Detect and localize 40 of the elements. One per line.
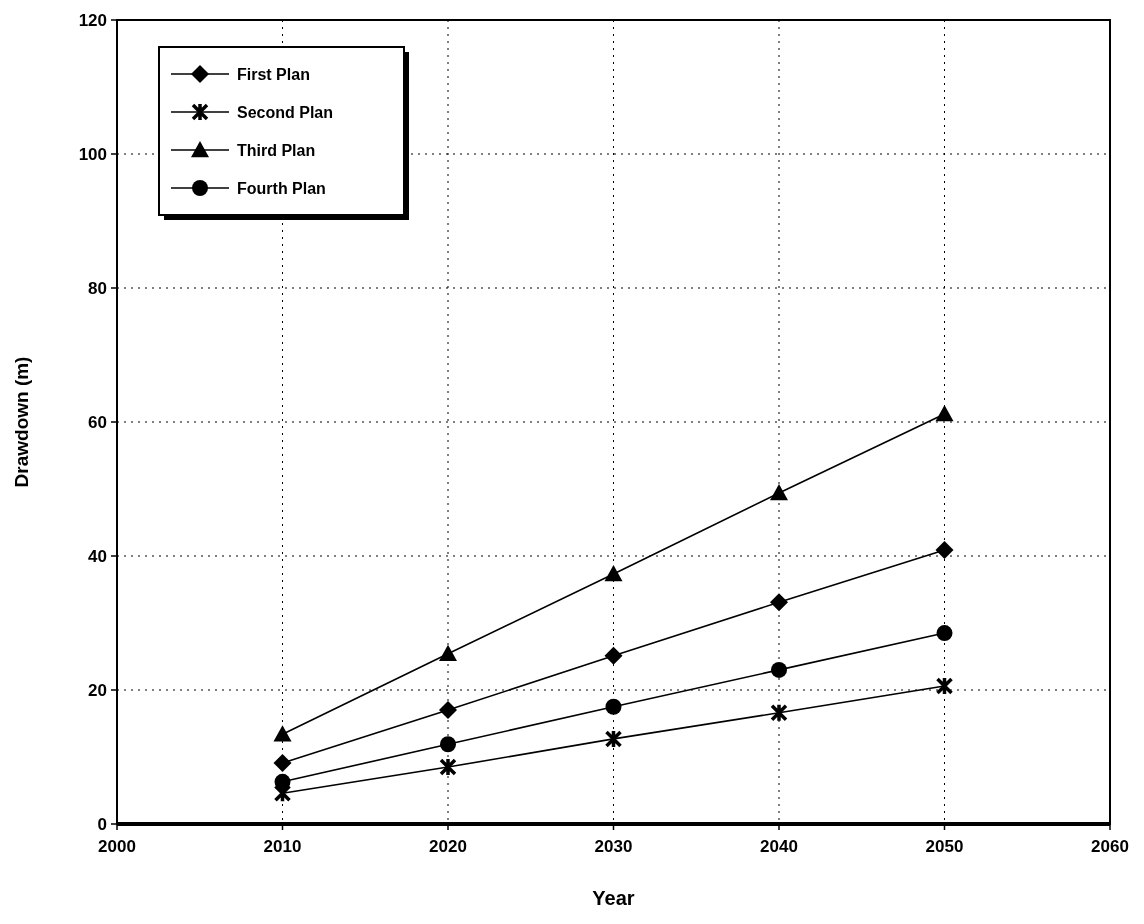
point: [604, 729, 623, 749]
y-tick-label: 100: [78, 145, 107, 164]
point: [936, 625, 953, 642]
legend-label: Third Plan: [237, 142, 316, 159]
point: [439, 757, 457, 777]
point: [604, 565, 623, 582]
x-tick-label: 2040: [760, 837, 798, 856]
point: [770, 593, 788, 612]
y-tick-label: 0: [97, 815, 107, 834]
y-tick-label: 120: [78, 11, 107, 30]
point: [605, 698, 622, 715]
x-tick-label: 2020: [429, 837, 467, 856]
x-axis-title: Year: [592, 887, 635, 909]
y-tick-label: 60: [88, 413, 107, 432]
x-tick-label: 2010: [263, 837, 302, 856]
point: [274, 773, 291, 790]
y-tick-label: 40: [88, 547, 107, 566]
legend-label: First Plan: [237, 66, 310, 83]
x-tick-label: 2050: [925, 837, 964, 856]
x-tick-label: 2030: [594, 837, 633, 856]
point: [935, 404, 954, 422]
point: [935, 676, 954, 696]
point: [273, 783, 292, 803]
legend-label: Second Plan: [237, 104, 334, 121]
x-tick-label: 2000: [98, 837, 136, 856]
point: [273, 754, 292, 773]
point: [439, 701, 457, 720]
point: [273, 725, 292, 742]
point: [439, 644, 457, 662]
point: [771, 661, 787, 678]
point: [935, 540, 954, 559]
legend-label: Fourth Plan: [237, 180, 326, 197]
y-tick-label: 80: [88, 279, 107, 298]
point: [770, 703, 788, 723]
y-axis-title: Drawdown (m): [11, 356, 32, 488]
point: [604, 646, 623, 665]
x-tick-label: 2060: [1091, 837, 1129, 856]
y-tick-label: 20: [88, 681, 107, 700]
point: [770, 484, 788, 501]
point: [440, 736, 456, 753]
